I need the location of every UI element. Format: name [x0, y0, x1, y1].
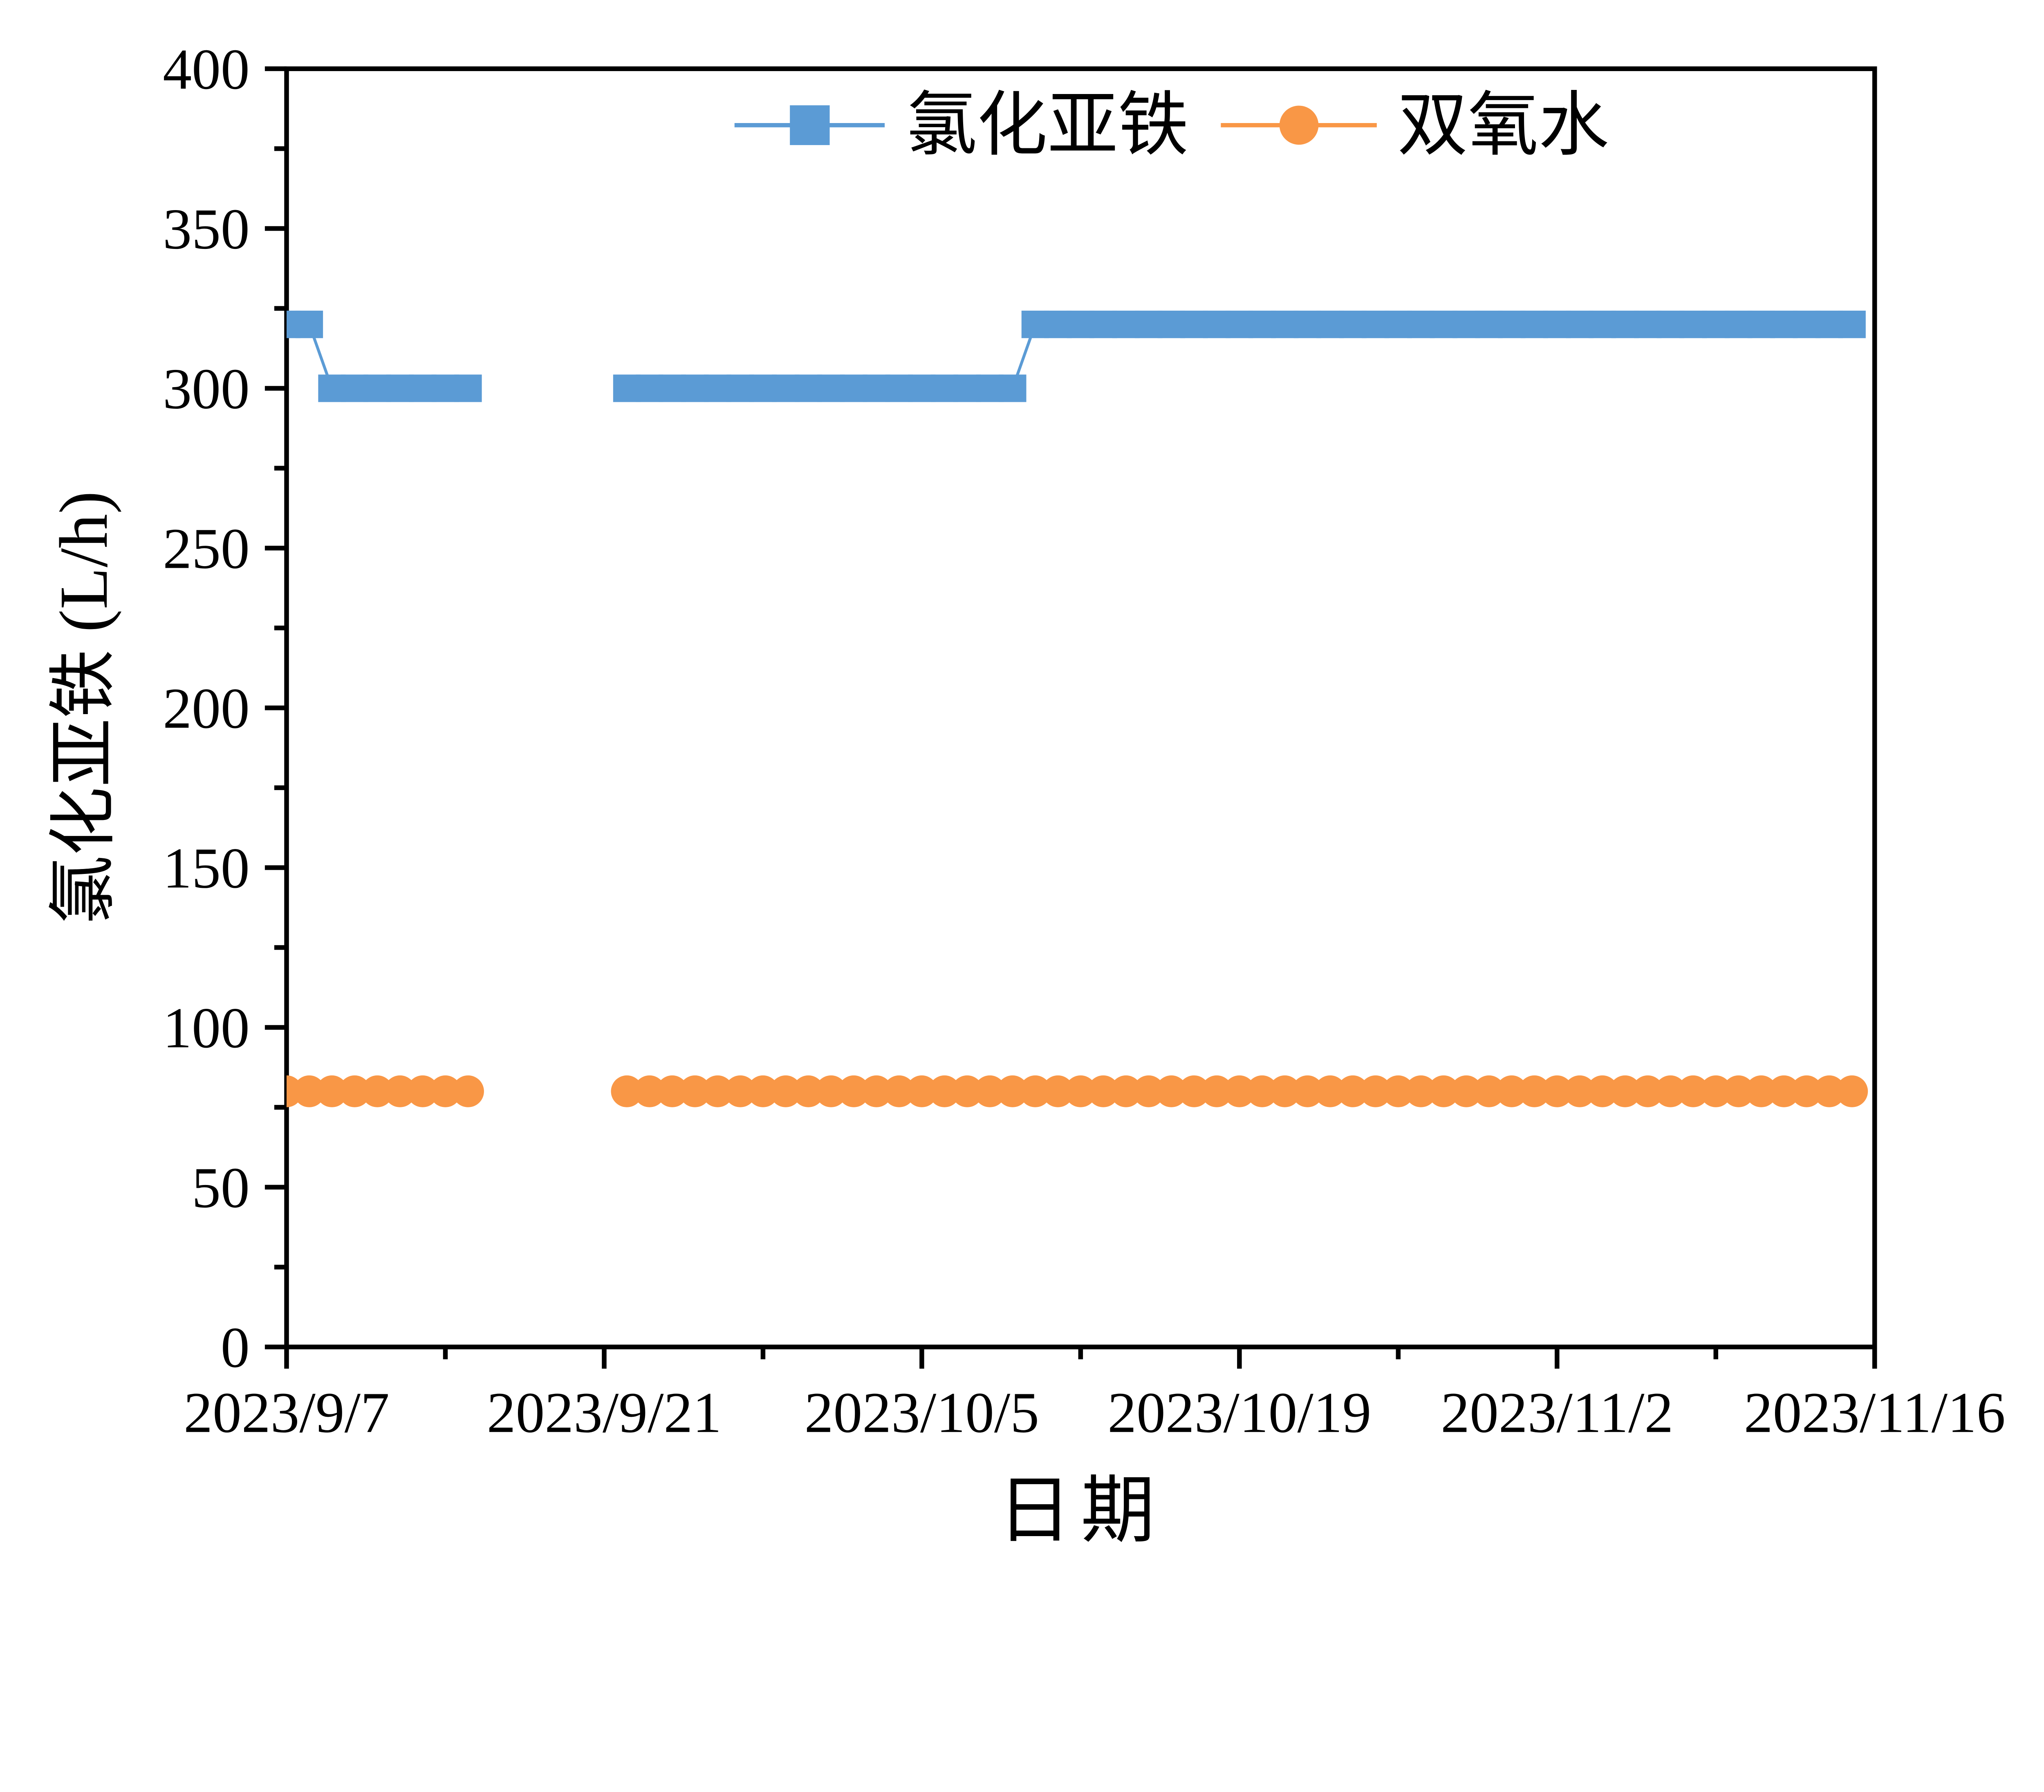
- data-marker-circle: [1473, 1075, 1505, 1107]
- legend-square-marker-icon: [790, 105, 830, 145]
- data-marker-circle: [1791, 1075, 1823, 1107]
- data-marker-circle: [1246, 1075, 1278, 1107]
- y-tick-label: 200: [163, 676, 249, 740]
- data-marker-circle: [1768, 1075, 1800, 1107]
- data-marker-circle: [1110, 1075, 1142, 1107]
- data-marker-circle: [429, 1075, 462, 1107]
- data-marker-circle: [679, 1075, 711, 1107]
- data-marker-circle: [1359, 1075, 1392, 1107]
- y-axis-title: 氯化亚铁 (L/h): [46, 491, 122, 924]
- x-axis-title: 日期: [997, 1470, 1164, 1552]
- data-marker-circle: [1269, 1075, 1301, 1107]
- chart-figure: 0 50 100 150 200 250 300 350 400 2023/9/7 2023/9/2…: [46, 37, 2006, 1552]
- y-tick-label: 300: [163, 357, 249, 421]
- data-marker-circle: [611, 1075, 643, 1107]
- data-marker-circle: [1450, 1075, 1482, 1107]
- data-marker-circle: [883, 1075, 915, 1107]
- data-marker-circle: [1178, 1075, 1210, 1107]
- data-marker-circle: [928, 1075, 961, 1107]
- data-marker-circle: [1541, 1075, 1573, 1107]
- data-marker-circle: [338, 1075, 371, 1107]
- chart-canvas: 0 50 100 150 200 250 300 350 400 2023/9/7 2023/9/2…: [46, 37, 2006, 1552]
- data-marker-circle: [1700, 1075, 1732, 1107]
- data-marker-circle: [1654, 1075, 1687, 1107]
- data-marker-circle: [1337, 1075, 1369, 1107]
- data-marker-circle: [656, 1075, 688, 1107]
- data-marker-circle: [1745, 1075, 1777, 1107]
- x-tick-label: 2023/11/2: [1441, 1380, 1673, 1445]
- y-tick-label: 400: [163, 37, 249, 101]
- data-marker-circle: [407, 1075, 439, 1107]
- data-marker-circle: [1314, 1075, 1346, 1107]
- data-marker-circle: [1632, 1075, 1664, 1107]
- plot-border: [284, 66, 1877, 1350]
- data-marker-square: [454, 374, 482, 402]
- data-marker-circle: [905, 1075, 938, 1107]
- data-marker-circle: [1019, 1075, 1051, 1107]
- y-tick-label: 150: [163, 836, 249, 900]
- data-marker-circle: [1065, 1075, 1097, 1107]
- data-marker-circle: [792, 1075, 825, 1107]
- data-marker-circle: [838, 1075, 870, 1107]
- data-marker-circle: [384, 1075, 416, 1107]
- data-marker-circle: [1201, 1075, 1233, 1107]
- data-marker-circle: [1836, 1075, 1868, 1107]
- data-marker-circle: [702, 1075, 734, 1107]
- data-marker-circle: [1382, 1075, 1414, 1107]
- data-marker-square: [1838, 310, 1866, 338]
- data-marker-circle: [1132, 1075, 1165, 1107]
- data-marker-circle: [1609, 1075, 1641, 1107]
- data-marker-circle: [1495, 1075, 1528, 1107]
- data-marker-circle: [747, 1075, 779, 1107]
- data-marker-circle: [996, 1075, 1029, 1107]
- data-marker-circle: [1042, 1075, 1074, 1107]
- data-marker-circle: [1291, 1075, 1324, 1107]
- data-marker-circle: [1223, 1075, 1255, 1107]
- data-marker-circle: [1428, 1075, 1460, 1107]
- x-tick-label: 2023/9/21: [487, 1380, 722, 1445]
- data-marker-square: [295, 310, 323, 338]
- data-marker-circle: [1155, 1075, 1188, 1107]
- data-marker-circle: [815, 1075, 847, 1107]
- axis-tick-labels: 0 50 100 150 200 250 300 350 400 2023/9/7 2023/9/2…: [163, 37, 2005, 1445]
- data-marker-circle: [361, 1075, 393, 1107]
- data-marker-circle: [316, 1075, 348, 1107]
- y-tick-label: 50: [192, 1156, 250, 1220]
- legend-label-ferrous-chloride: 氯化亚铁: [906, 87, 1188, 165]
- data-marker-circle: [1518, 1075, 1551, 1107]
- data-marker-circle: [1677, 1075, 1709, 1107]
- data-marker-circle: [1586, 1075, 1618, 1107]
- data-marker-circle: [1813, 1075, 1845, 1107]
- data-marker-square: [999, 374, 1026, 402]
- y-tick-label: 0: [221, 1315, 250, 1380]
- data-marker-circle: [974, 1075, 1006, 1107]
- x-tick-label: 2023/11/16: [1744, 1380, 2006, 1445]
- data-marker-circle: [452, 1075, 484, 1107]
- data-marker-circle: [1722, 1075, 1755, 1107]
- legend: 氯化亚铁 双氧水: [734, 87, 1609, 165]
- legend-circle-marker-icon: [1279, 105, 1319, 145]
- x-tick-label: 2023/9/7: [184, 1380, 390, 1445]
- data-marker-circle: [769, 1075, 802, 1107]
- data-marker-circle: [724, 1075, 756, 1107]
- legend-label-hydrogen-peroxide: 双氧水: [1397, 87, 1609, 165]
- data-marker-circle: [1564, 1075, 1596, 1107]
- y-tick-label: 250: [163, 517, 249, 581]
- y-tick-label: 100: [163, 996, 249, 1060]
- x-tick-label: 2023/10/19: [1107, 1380, 1371, 1445]
- data-marker-circle: [293, 1075, 325, 1107]
- data-marker-circle: [860, 1075, 892, 1107]
- data-marker-circle: [1087, 1075, 1119, 1107]
- y-tick-label: 350: [163, 197, 249, 261]
- data-marker-circle: [1405, 1075, 1437, 1107]
- data-series: [287, 310, 1868, 1107]
- data-marker-circle: [634, 1075, 666, 1107]
- data-marker-circle: [951, 1075, 983, 1107]
- x-tick-label: 2023/10/5: [805, 1380, 1039, 1445]
- axis-ticks: [264, 66, 1877, 1369]
